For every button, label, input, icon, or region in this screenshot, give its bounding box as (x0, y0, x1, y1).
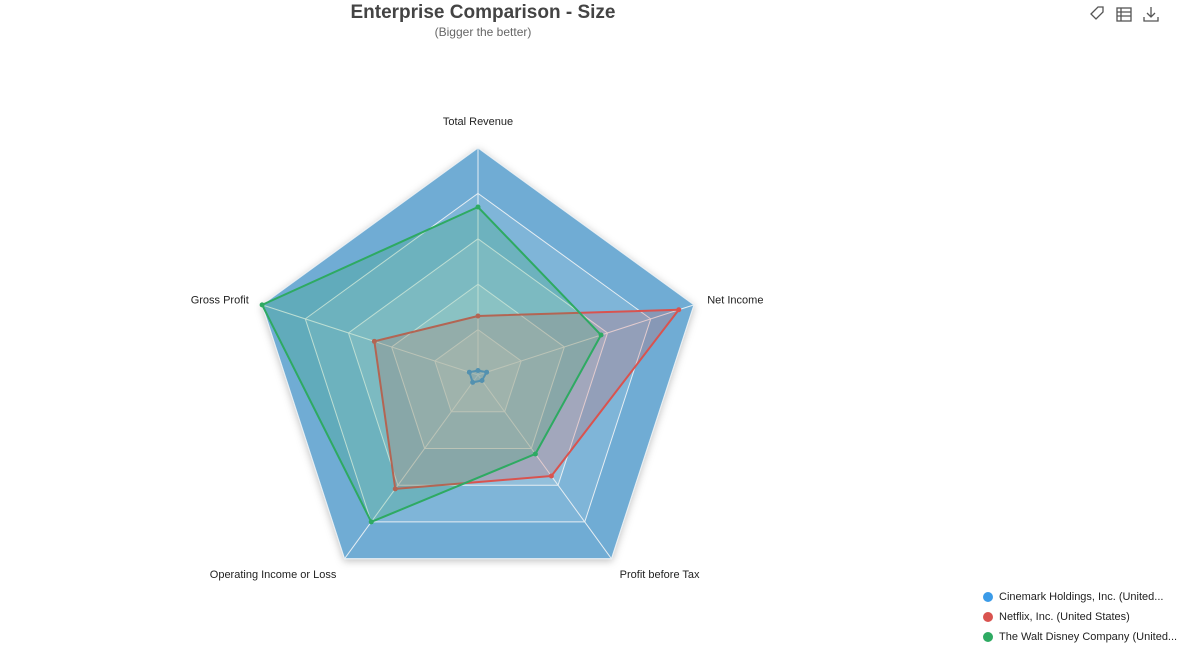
series-point (368, 519, 374, 525)
radar: Total Revenue Net Income Profit before Tax… (191, 116, 764, 581)
series-point (479, 378, 485, 384)
series-point (598, 332, 604, 338)
radar-spoke (477, 374, 612, 559)
series-point (259, 302, 265, 308)
legend-marker (983, 592, 993, 602)
axis-label: Profit before Tax (620, 569, 700, 581)
series-area (261, 206, 603, 523)
download-icon[interactable] (1143, 7, 1159, 22)
legend-label: Cinemark Holdings, Inc. (United... (999, 591, 1163, 603)
axis-label: Operating Income or Loss (210, 569, 337, 581)
radar-spoke (477, 304, 695, 376)
series-point (392, 486, 398, 492)
radar-spoke (344, 374, 479, 559)
tag-icon[interactable] (1090, 6, 1104, 20)
series-area (373, 308, 680, 490)
series-point (475, 204, 481, 210)
legend: Cinemark Holdings, Inc. (United... Netfli… (983, 591, 1177, 643)
table-icon[interactable] (1116, 7, 1132, 22)
legend-label: Netflix, Inc. (United States) (999, 611, 1130, 623)
axis-label: Gross Profit (191, 294, 249, 306)
axis-label: Net Income (707, 294, 763, 306)
series-point (475, 367, 481, 373)
legend-label: The Walt Disney Company (United... (999, 631, 1177, 643)
chart-subtitle: (Bigger the better) (435, 25, 532, 39)
series-point (532, 451, 538, 457)
series-point (484, 369, 490, 375)
series-point (475, 313, 481, 319)
series-point (466, 369, 472, 375)
toolbar[interactable] (1090, 6, 1159, 22)
series-point (548, 473, 554, 479)
series-point (371, 338, 377, 344)
radar-spoke (261, 304, 479, 376)
legend-marker (983, 632, 993, 642)
series-point (676, 307, 682, 313)
chart-title: Enterprise Comparison - Size (350, 2, 615, 23)
table-icon-lines (1117, 8, 1131, 21)
axis-label: Total Revenue (443, 116, 513, 128)
legend-marker (983, 612, 993, 622)
series-point (470, 379, 476, 385)
